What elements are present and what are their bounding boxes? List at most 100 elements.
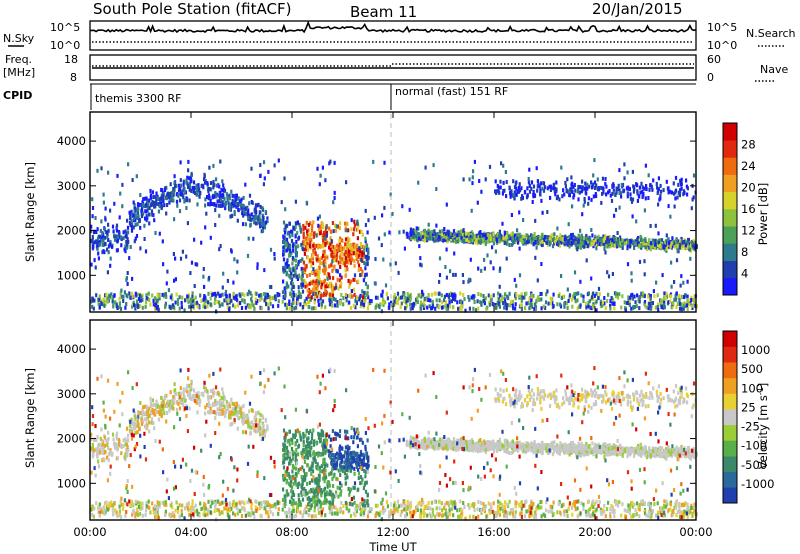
power-cell — [333, 303, 337, 308]
power-cell — [533, 193, 536, 198]
velocity-cell — [396, 509, 400, 514]
power-cell — [291, 277, 294, 282]
power-cell — [181, 189, 184, 194]
power-cell — [224, 292, 227, 297]
power-cell — [296, 220, 299, 225]
velocity-cell — [693, 509, 696, 514]
power-cell — [636, 237, 639, 242]
power-cell — [333, 286, 336, 291]
velocity-cell — [152, 510, 155, 515]
power-cell — [244, 182, 247, 187]
power-cell — [259, 298, 262, 303]
power-cell — [588, 299, 591, 304]
velocity-cell — [566, 514, 569, 518]
power-cell — [587, 304, 590, 308]
power-cell — [196, 192, 199, 196]
power-cell — [213, 183, 216, 188]
power-cell — [591, 304, 595, 309]
power-cell — [418, 244, 421, 249]
power-cell — [296, 230, 299, 235]
power-cell — [331, 284, 334, 289]
power-cell — [237, 196, 240, 201]
velocity-cell — [669, 502, 672, 507]
power-cell — [657, 302, 660, 307]
velocity-cell — [411, 510, 414, 515]
power-cell — [290, 303, 293, 307]
power-cell — [177, 302, 180, 306]
velocity-cell — [540, 505, 543, 510]
power-cell — [471, 181, 474, 186]
velocity-cell — [213, 509, 216, 514]
power-cell — [289, 275, 292, 280]
power-cell — [115, 226, 118, 231]
power-cell — [456, 230, 459, 235]
power-cell — [533, 240, 536, 245]
power-cell — [618, 292, 621, 297]
power-cell — [680, 246, 683, 251]
velocity-cell — [178, 503, 181, 508]
power-cell — [244, 222, 247, 227]
power-cell — [590, 197, 593, 202]
power-cell — [673, 191, 676, 196]
power-cell — [487, 293, 490, 298]
power-cell — [610, 296, 613, 300]
power-cell — [431, 303, 434, 308]
power-cell — [667, 190, 670, 195]
nsearch-tick-top: 10^5 — [707, 21, 737, 34]
velocity-cell — [614, 502, 618, 507]
power-cell — [322, 230, 325, 235]
power-cell — [607, 292, 610, 297]
power-cell — [209, 198, 212, 203]
power-cell — [91, 197, 94, 202]
velocity-cell — [473, 508, 476, 512]
power-cell — [688, 302, 691, 307]
power-cell — [556, 302, 559, 307]
power-cell — [598, 242, 601, 247]
power-cell — [305, 200, 308, 205]
power-cell — [532, 293, 535, 298]
power-cell — [497, 238, 500, 243]
power-cell — [349, 260, 353, 265]
power-cell — [296, 300, 299, 305]
power-cell — [542, 238, 546, 242]
power-cell — [202, 274, 205, 279]
power-cell — [497, 234, 500, 239]
power-cell — [638, 243, 641, 248]
power-cell — [98, 305, 101, 310]
velocity-cell — [441, 513, 444, 518]
power-cell — [258, 217, 261, 222]
power-cell — [414, 234, 417, 239]
power-cell — [352, 277, 355, 282]
power-cell — [282, 295, 285, 299]
power-cell — [573, 240, 576, 244]
power-cell — [153, 200, 156, 205]
power-cell — [151, 199, 154, 204]
power-cell — [355, 301, 358, 306]
power-cell — [670, 190, 674, 195]
power-cell — [559, 236, 562, 241]
velocity-cell — [278, 500, 281, 505]
power-cell — [438, 229, 442, 234]
power-cell — [106, 234, 109, 239]
power-cell — [471, 235, 474, 240]
velocity-cell — [660, 506, 663, 511]
velocity-cell — [366, 514, 369, 519]
velocity-cell — [382, 505, 385, 510]
power-cell — [330, 245, 333, 250]
power-cell — [344, 250, 347, 255]
power-cell — [452, 233, 455, 237]
power-cell — [172, 198, 175, 203]
power-cell — [494, 303, 497, 307]
power-cell — [266, 295, 269, 300]
power-cell — [504, 170, 507, 174]
power-cell — [124, 234, 127, 239]
power-cell — [209, 302, 212, 307]
power-cell — [427, 297, 430, 302]
power-cell — [150, 212, 153, 217]
power-cell — [276, 293, 279, 298]
power-cell — [145, 293, 148, 298]
velocity-cell — [467, 503, 470, 507]
power-cell — [691, 303, 694, 308]
velocity-cell — [145, 508, 148, 513]
power-cell — [571, 241, 574, 245]
